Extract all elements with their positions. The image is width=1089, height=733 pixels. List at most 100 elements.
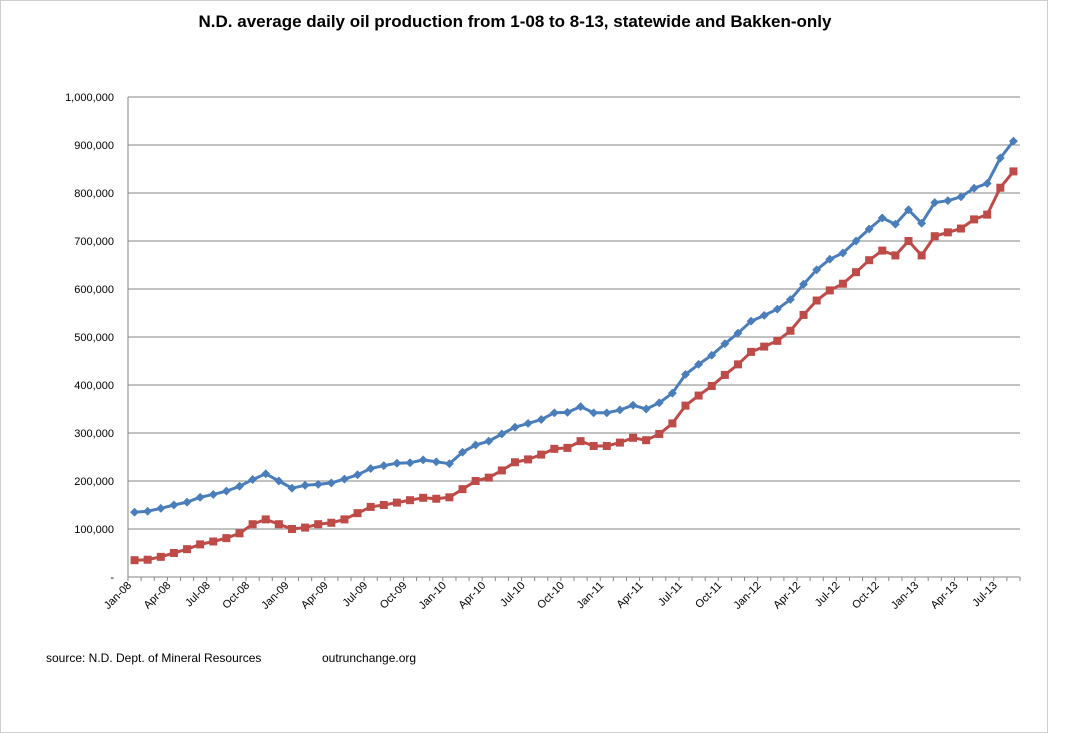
data-point: [471, 477, 480, 485]
data-point: [707, 350, 717, 360]
data-point: [209, 537, 218, 546]
data-point: [353, 509, 362, 518]
data-point: [406, 496, 415, 505]
data-point: [943, 196, 953, 206]
data-point: [602, 408, 612, 418]
data-point: [143, 555, 152, 564]
x-tick-label: Oct-09: [378, 580, 410, 612]
data-point: [799, 310, 808, 319]
data-point: [392, 458, 402, 468]
data-point: [248, 520, 257, 529]
data-point: [904, 237, 913, 245]
data-point: [576, 437, 585, 446]
x-tick-label: Jan-11: [575, 580, 607, 612]
y-tick-label: 400,000: [74, 380, 114, 392]
data-point: [222, 534, 231, 543]
data-point: [996, 183, 1005, 192]
data-point: [956, 192, 966, 202]
y-tick-label: 900,000: [74, 140, 114, 152]
x-tick-label: Oct-11: [693, 580, 724, 611]
x-tick-label: Jul-09: [341, 580, 371, 610]
data-point: [169, 500, 179, 510]
data-point: [956, 224, 965, 233]
x-tick-label: Apr-10: [456, 580, 488, 612]
data-point: [339, 474, 349, 484]
data-point: [537, 450, 546, 459]
data-point: [300, 480, 310, 490]
source-note: source: N.D. Dept. of Mineral Resources: [46, 651, 262, 665]
y-tick-label: 300,000: [74, 428, 114, 440]
data-point: [510, 422, 520, 432]
x-tick-label: Apr-11: [614, 580, 645, 611]
data-point: [629, 433, 638, 442]
x-tick-label: Jan-12: [731, 580, 763, 612]
data-point: [234, 481, 245, 491]
data-point: [720, 339, 730, 349]
data-point: [405, 458, 415, 468]
data-point: [326, 478, 336, 488]
data-point: [169, 549, 178, 557]
data-point: [825, 286, 834, 295]
data-point: [261, 515, 270, 524]
y-tick-label: -: [110, 572, 114, 584]
data-point: [772, 304, 782, 314]
data-point: [274, 520, 283, 529]
x-tick-label: Jul-12: [813, 580, 843, 610]
chart-frame: [0, 0, 1048, 733]
series-line: [134, 170, 1015, 562]
data-point: [694, 359, 704, 369]
data-point: [970, 215, 979, 224]
site-link[interactable]: outrunchange.org: [322, 651, 417, 665]
data-point: [563, 443, 572, 452]
data-point: [536, 415, 546, 425]
x-tick-label: Apr-12: [771, 580, 803, 612]
data-point: [681, 401, 690, 410]
data-point: [576, 402, 586, 412]
data-point: [549, 408, 559, 418]
data-point: [274, 476, 284, 486]
data-point: [418, 455, 428, 465]
data-point: [930, 198, 940, 208]
data-point: [366, 463, 376, 474]
data-point: [379, 501, 388, 509]
data-point: [995, 153, 1005, 163]
data-point: [799, 279, 809, 289]
data-point: [248, 475, 258, 485]
x-tick-label: Oct-10: [535, 580, 567, 612]
series-statewide: [130, 136, 1018, 517]
x-tick-label: Jul-11: [656, 580, 685, 609]
data-point: [562, 407, 572, 417]
data-point: [457, 447, 468, 457]
x-tick-label: Jan-10: [417, 580, 449, 612]
data-point: [444, 459, 454, 469]
data-point: [431, 457, 441, 467]
data-point: [353, 470, 363, 480]
data-point: [917, 218, 927, 228]
data-point: [812, 265, 822, 275]
data-point: [773, 336, 782, 345]
data-point: [943, 228, 952, 237]
x-tick-label: Jul-13: [970, 580, 1000, 610]
data-point: [825, 254, 835, 264]
x-tick-label: Apr-08: [142, 580, 174, 612]
x-tick-label: Jul-08: [183, 580, 213, 610]
y-tick-label: 700,000: [74, 236, 114, 248]
data-point: [680, 369, 691, 379]
data-point: [852, 268, 861, 277]
data-point: [510, 458, 519, 467]
data-point: [667, 388, 677, 398]
data-point: [615, 438, 624, 447]
data-point: [917, 251, 926, 260]
data-point: [130, 556, 139, 565]
series-line: [134, 140, 1015, 514]
series-group: [130, 136, 1018, 565]
x-tick-label: Apr-13: [929, 580, 961, 612]
data-point: [903, 205, 914, 215]
data-point: [143, 506, 153, 516]
data-point: [195, 492, 205, 502]
data-point: [235, 529, 244, 538]
data-point: [812, 296, 821, 305]
y-axis-ticks: - 100,000 200,000 300,000 400,000 500,000 600,…: [65, 92, 114, 584]
data-point: [641, 404, 651, 414]
